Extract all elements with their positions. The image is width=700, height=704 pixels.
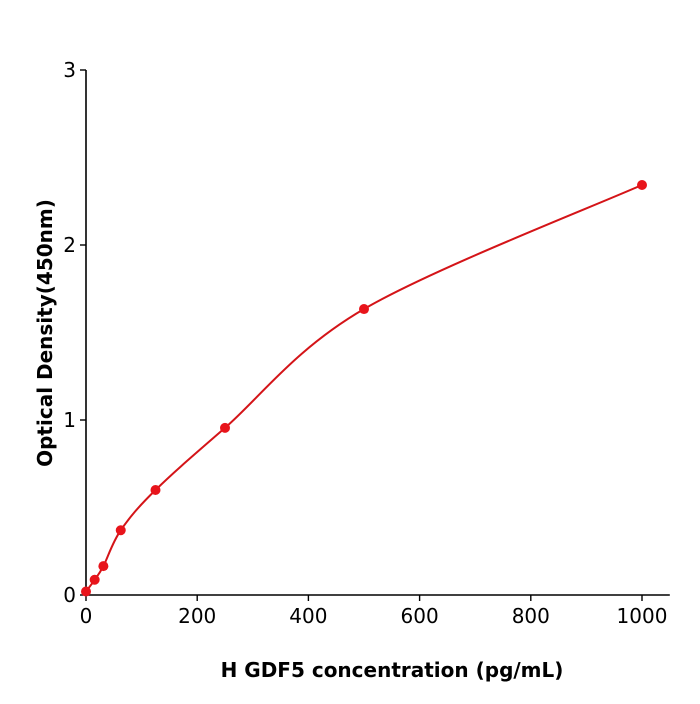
- x-axis-label: H GDF5 concentration (pg/mL): [221, 658, 564, 682]
- fit-curve-group: [85, 184, 643, 593]
- data-point: [637, 179, 647, 190]
- data-point: [220, 422, 230, 433]
- y-tick-label: 3: [63, 58, 76, 82]
- y-tick-label: 2: [63, 233, 76, 257]
- x-tick-label: 0: [80, 604, 93, 628]
- x-tick-label: 1000: [617, 604, 668, 628]
- x-tick-label: 600: [401, 604, 439, 628]
- x-tick-label: 400: [289, 604, 327, 628]
- y-axis-label: Optical Density(450nm): [33, 199, 57, 467]
- data-point: [115, 525, 126, 536]
- x-tick-label: 200: [178, 604, 216, 628]
- data-point: [81, 586, 91, 597]
- axes: 0 200 400 600 800 1000 0 1 2 3: [63, 58, 670, 628]
- x-tick-label: 800: [512, 604, 550, 628]
- data-point: [98, 561, 109, 572]
- data-point: [89, 574, 100, 585]
- data-point: [359, 304, 369, 315]
- y-tick-label: 1: [63, 408, 76, 432]
- data-point: [150, 485, 161, 495]
- fit-curve: [85, 184, 643, 593]
- y-tick-label: 0: [63, 583, 76, 607]
- data-points: [81, 179, 647, 597]
